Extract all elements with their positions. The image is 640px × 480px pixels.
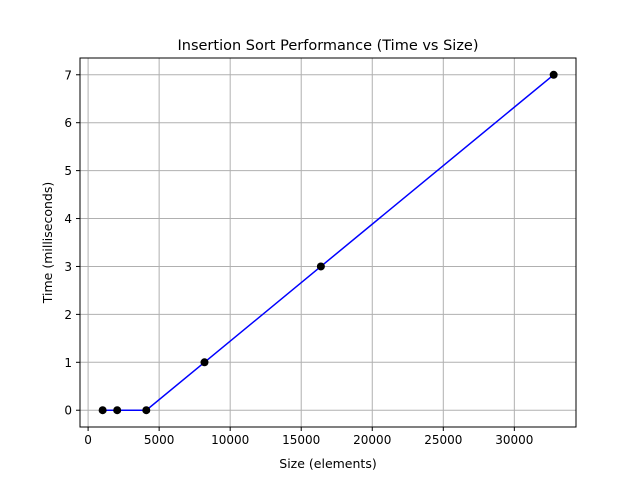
y-tick-label: 1 [64,356,72,370]
x-tick-label: 25000 [424,433,462,447]
y-tick-label: 4 [64,212,72,226]
y-tick-label: 2 [64,308,72,322]
data-point [98,406,107,415]
data-point [142,406,151,415]
series-layer [98,70,558,415]
x-tick-label: 30000 [495,433,533,447]
x-tick-label: 0 [84,433,92,447]
chart-title: Insertion Sort Performance (Time vs Size… [177,38,478,54]
data-point [200,358,209,367]
x-tick-label: 10000 [211,433,249,447]
y-tick-label: 3 [64,260,72,274]
data-point [113,406,122,415]
x-tick-label: 20000 [353,433,391,447]
data-point [549,70,558,79]
plot-background [80,58,576,427]
y-axis-label: Time (milliseconds) [40,182,55,304]
x-tick-label: 5000 [144,433,175,447]
data-point [316,262,325,271]
y-tick-label: 7 [64,68,72,82]
y-tick-label: 6 [64,116,72,130]
y-tick-label: 0 [64,404,72,418]
grid [80,58,576,427]
x-tick-label: 15000 [282,433,320,447]
plot-frame [79,57,577,428]
x-axis-label: Size (elements) [279,456,376,471]
y-tick-label: 5 [64,164,72,178]
x-axis: 0 5000 10000 15000 20000 25000 30000 [84,427,533,447]
y-axis: 0 1 2 3 4 5 6 7 [64,68,80,418]
